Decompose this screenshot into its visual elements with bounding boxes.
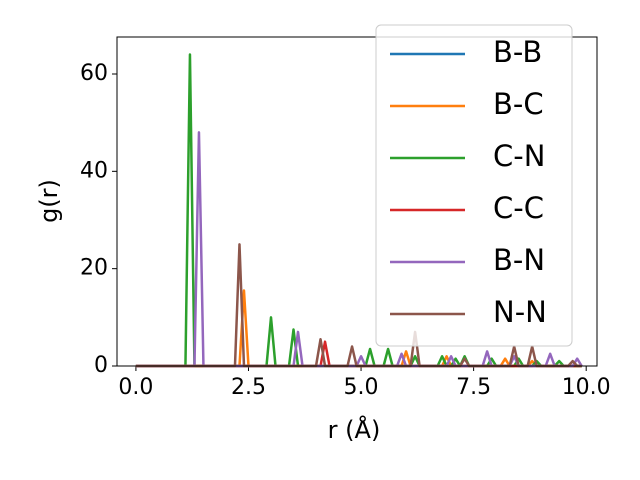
x-tick-label: 5.0 xyxy=(344,375,379,400)
legend-label: B-C xyxy=(493,87,544,121)
y-tick-label: 60 xyxy=(80,61,108,86)
legend: B-B B-C C-N C-C B-N N-N xyxy=(375,24,573,347)
legend-label: C-C xyxy=(493,191,544,225)
legend-label: C-N xyxy=(493,139,545,173)
x-axis-label: r (Å) xyxy=(328,415,381,444)
x-tick-label: 10.0 xyxy=(562,375,611,400)
y-tick-label: 40 xyxy=(80,158,108,183)
y-axis-label: g(r) xyxy=(35,179,63,223)
x-tick-label: 7.5 xyxy=(456,375,491,400)
x-tick-label: 0.0 xyxy=(118,375,153,400)
y-tick-label: 20 xyxy=(80,256,108,281)
x-tick-label: 2.5 xyxy=(231,375,266,400)
legend-label: N-N xyxy=(493,295,547,329)
legend-label: B-B xyxy=(493,35,542,69)
y-tick-label: 0 xyxy=(94,353,108,378)
plot-frame xyxy=(116,36,598,367)
legend-label: B-N xyxy=(493,243,545,277)
